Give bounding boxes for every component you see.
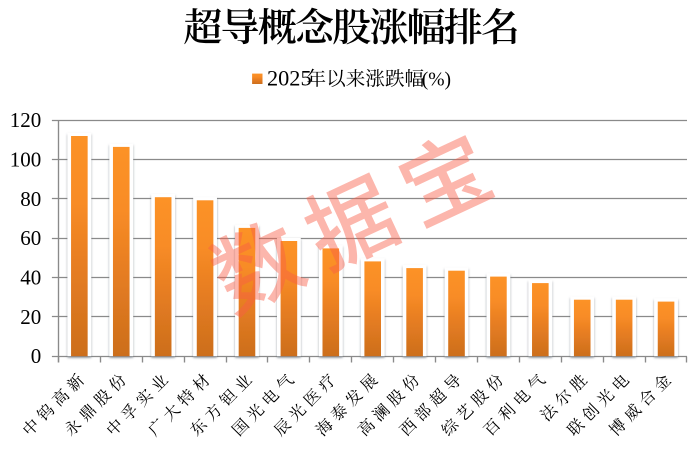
svg-text:2025: 2025 bbox=[267, 65, 312, 90]
svg-text:100: 100 bbox=[10, 148, 42, 172]
svg-text:20: 20 bbox=[20, 305, 41, 329]
svg-text:120: 120 bbox=[10, 108, 42, 132]
svg-text:40: 40 bbox=[20, 265, 41, 289]
svg-text:60: 60 bbox=[20, 226, 41, 250]
svg-text:80: 80 bbox=[20, 187, 41, 211]
svg-text:(%): (%) bbox=[422, 69, 451, 90]
svg-text:0: 0 bbox=[31, 344, 42, 368]
